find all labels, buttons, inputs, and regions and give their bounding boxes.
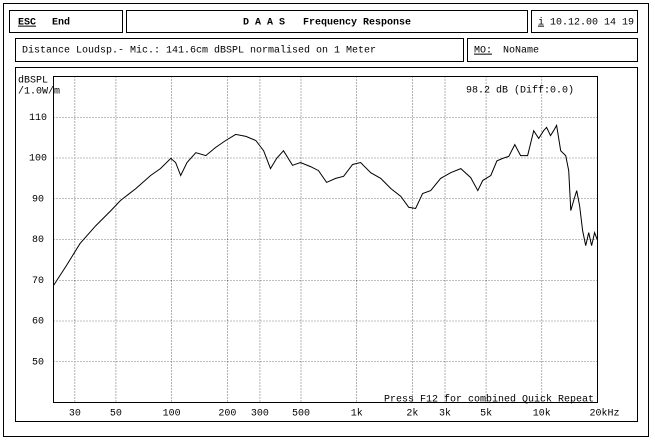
info-box[interactable]: [531, 10, 638, 33]
y-tick-label: 100: [29, 154, 47, 165]
footer-hint: Press F12 for combined Quick Repeat: [384, 394, 594, 406]
y-tick-label: 70: [32, 276, 44, 287]
x-tick-label: 300: [251, 409, 269, 420]
y-tick-label: 110: [29, 113, 47, 124]
window-title: D A A S Frequency Response: [243, 18, 411, 29]
annotation: 98.2 dB (Diff:0.0): [466, 85, 574, 97]
x-tick-label: 20kHz: [590, 408, 620, 420]
x-tick-label: 50: [110, 409, 122, 420]
mo-box: [467, 38, 638, 62]
response-curve: [53, 123, 598, 286]
y-tick-label: 90: [32, 194, 44, 205]
title-box: [126, 10, 528, 33]
datetime: 10.12.00 14 19: [550, 18, 634, 29]
x-tick-label: 2k: [406, 408, 418, 420]
x-tick-label: 200: [218, 409, 236, 420]
mo-label: MO:: [474, 46, 492, 57]
x-tick-label: 30: [69, 409, 81, 420]
description: Distance Loudsp.- Mic.: 141.6cm dBSPL no…: [22, 45, 376, 57]
y-tick-label: 50: [32, 357, 44, 368]
y-axis-label: /1.0W/m: [18, 86, 60, 98]
x-tick-label: 10k: [533, 408, 551, 420]
x-tick-label: 5k: [480, 408, 492, 420]
x-tick-label: 500: [292, 409, 310, 420]
window-frame: [3, 3, 649, 437]
chart-panel: [15, 67, 638, 422]
y-tick-label: 60: [32, 317, 44, 328]
esc-key: ESC: [18, 18, 36, 29]
esc-button[interactable]: [9, 10, 123, 33]
end-label: End: [52, 17, 70, 29]
x-tick-label: 1k: [351, 408, 363, 420]
mo-value: NoName: [503, 46, 539, 57]
y-axis-label: dBSPL: [18, 75, 48, 87]
x-tick-label: 3k: [439, 408, 451, 420]
info-key: i: [538, 17, 544, 29]
y-tick-label: 80: [32, 235, 44, 246]
x-tick-label: 100: [163, 409, 181, 420]
description-box: [15, 38, 464, 62]
